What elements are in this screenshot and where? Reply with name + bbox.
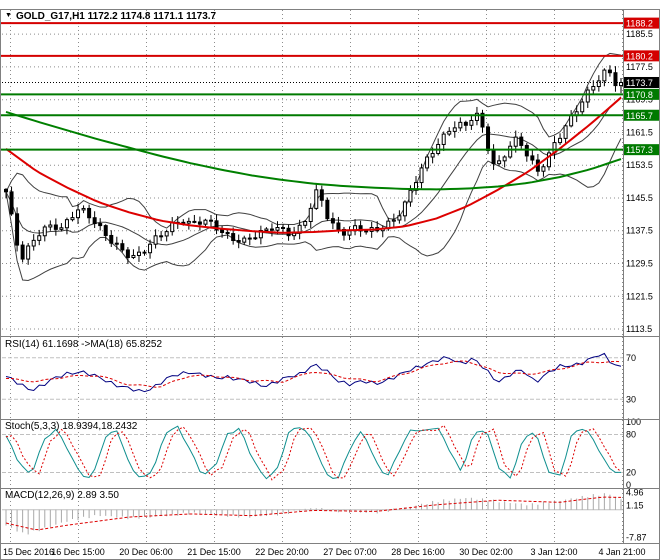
- ma-red-line: [5, 96, 622, 234]
- stochastic-panel[interactable]: [2, 424, 623, 481]
- svg-text:1113.5: 1113.5: [626, 324, 652, 334]
- level-price-tag: [623, 144, 660, 156]
- svg-text:0: 0: [626, 480, 631, 490]
- svg-text:70: 70: [626, 353, 636, 363]
- svg-text:1180.2: 1180.2: [626, 51, 653, 61]
- level-price-tag: [623, 88, 660, 100]
- svg-text:21 Dec 15:00: 21 Dec 15:00: [187, 547, 241, 557]
- svg-text:1161.5: 1161.5: [626, 127, 653, 137]
- candlesticks: [4, 65, 623, 265]
- svg-text:1188.2: 1188.2: [626, 19, 653, 29]
- rsi-line: [5, 352, 622, 393]
- svg-text:20: 20: [626, 467, 636, 477]
- svg-text:27 Dec 07:00: 27 Dec 07:00: [323, 547, 377, 557]
- svg-text:1153.5: 1153.5: [626, 160, 653, 170]
- rsi-ma-line: [5, 360, 622, 388]
- svg-text:1121.5: 1121.5: [626, 291, 653, 301]
- svg-text:3 Jan 12:00: 3 Jan 12:00: [530, 547, 577, 557]
- rsi-indicator-label: RSI(14) 61.1698 ->MA(18) 65.8252: [5, 339, 163, 350]
- svg-text:1.15: 1.15: [626, 501, 644, 511]
- svg-text:1157.3: 1157.3: [626, 145, 653, 155]
- rsi-panel[interactable]: [2, 352, 623, 400]
- svg-text:1177.5: 1177.5: [626, 62, 653, 72]
- level-price-tag: [623, 109, 660, 121]
- svg-text:100: 100: [626, 417, 641, 427]
- svg-text:16 Dec 15:00: 16 Dec 15:00: [51, 547, 105, 557]
- svg-text:15 Dec 2016: 15 Dec 2016: [3, 547, 54, 557]
- current-price-tag: [623, 76, 660, 88]
- price-axis[interactable]: 1185.51177.51169.51161.51153.51145.51137…: [623, 0, 660, 560]
- chart-dropdown-icon[interactable]: ▼: [5, 12, 12, 19]
- level-price-tag: [623, 50, 660, 62]
- ma-green-line: [5, 111, 622, 191]
- svg-text:1170.8: 1170.8: [626, 90, 653, 100]
- macd-panel[interactable]: [2, 493, 623, 535]
- svg-text:22 Dec 20:00: 22 Dec 20:00: [255, 547, 309, 557]
- level-price-tag: [623, 17, 660, 29]
- symbol-ohlc-title: GOLD_G17,H1 1172.2 1174.8 1171.1 1173.7: [15, 11, 217, 22]
- svg-text:4 Jan 21:00: 4 Jan 21:00: [598, 547, 645, 557]
- stoch-d-line: [5, 424, 622, 481]
- svg-text:-7.87: -7.87: [626, 532, 647, 542]
- svg-text:30 Dec 02:00: 30 Dec 02:00: [459, 547, 513, 557]
- svg-text:1137.5: 1137.5: [626, 226, 653, 236]
- svg-text:28 Dec 16:00: 28 Dec 16:00: [391, 547, 445, 557]
- svg-text:1165.7: 1165.7: [626, 111, 653, 121]
- svg-text:80: 80: [626, 430, 636, 440]
- stoch-indicator-label: Stoch(5,3,3) 18.9394,18.2432: [5, 421, 138, 432]
- svg-text:1145.5: 1145.5: [626, 193, 653, 203]
- symbol-bar: ▼ GOLD_G17,H1 1172.2 1174.8 1171.1 1173.7: [5, 11, 216, 22]
- svg-text:1129.5: 1129.5: [626, 259, 653, 269]
- price-level-lines[interactable]: [0, 22, 623, 151]
- macd-indicator-label: MACD(12,26,9) 2.89 3.50: [5, 490, 119, 501]
- svg-text:4.96: 4.96: [626, 487, 644, 497]
- svg-text:1185.5: 1185.5: [626, 29, 653, 39]
- stoch-k-line: [5, 425, 622, 480]
- svg-text:30: 30: [626, 394, 636, 404]
- svg-text:20 Dec 06:00: 20 Dec 06:00: [119, 547, 173, 557]
- svg-text:1173.7: 1173.7: [626, 78, 653, 88]
